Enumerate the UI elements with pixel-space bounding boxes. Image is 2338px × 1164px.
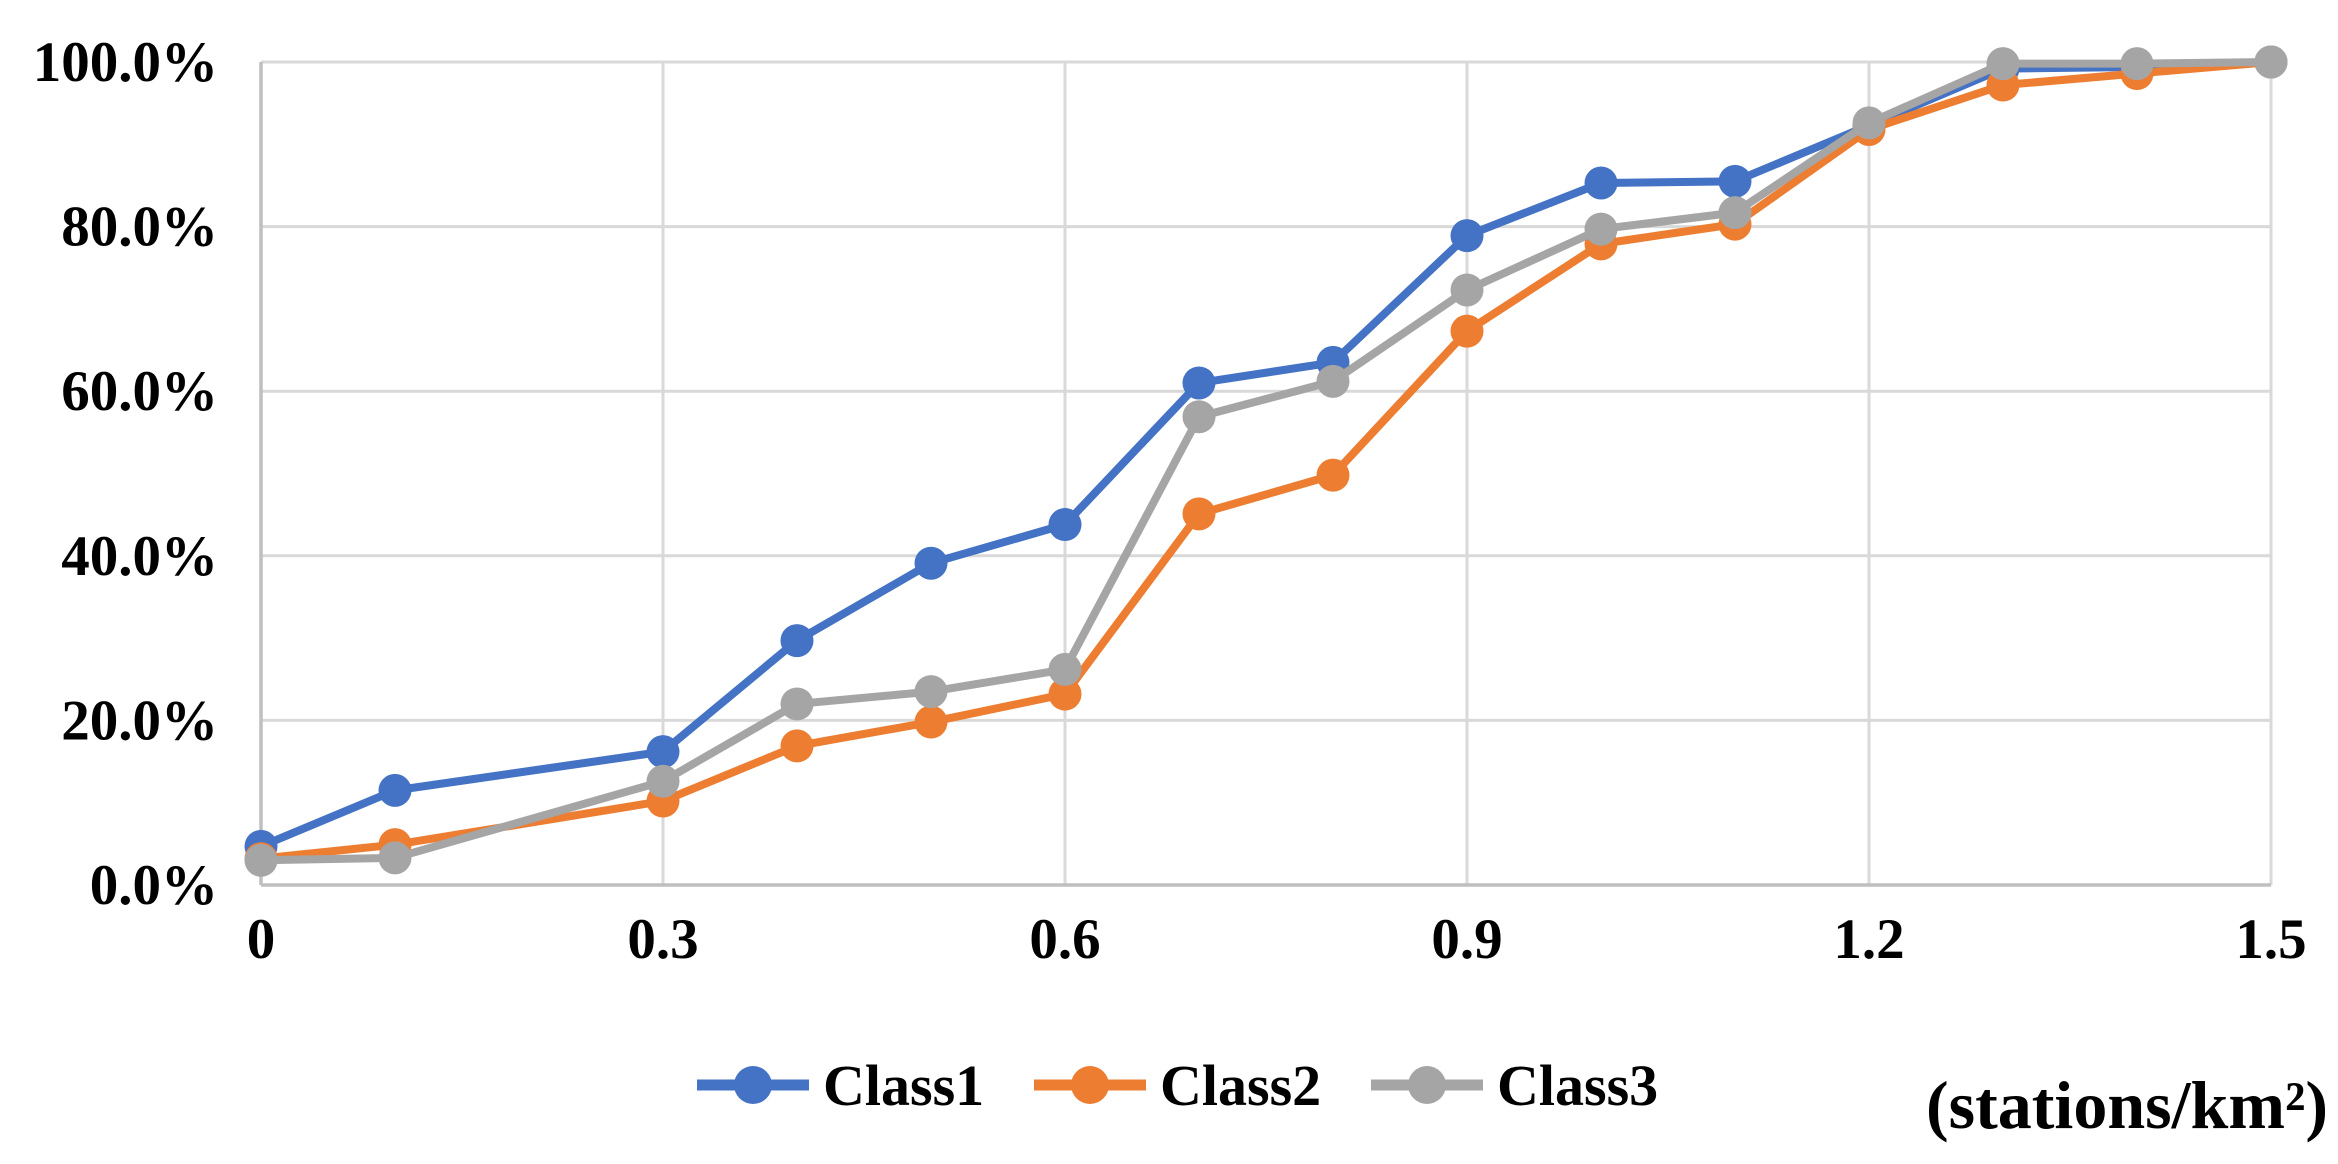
x-tick-label-1.5: 1.5 (2235, 908, 2306, 971)
data-point-class2-0.9 (1450, 314, 1484, 348)
data-point-class2-0.6 (1048, 677, 1082, 711)
x-tick-label-0.9: 0.9 (1431, 908, 1502, 971)
data-point-class1-0.5 (914, 546, 948, 580)
data-point-class3-1.2 (1852, 106, 1886, 140)
data-point-class3-0.3 (646, 764, 680, 798)
series-class3 (244, 45, 2288, 877)
x-axis-unit-label: (stations/km²) (1926, 1067, 2328, 1143)
data-point-class1-0.4 (780, 624, 814, 658)
data-point-class3-1.1 (1718, 196, 1752, 230)
y-tick-label-100: 100.0% (33, 31, 218, 94)
data-point-class1-0.3 (646, 735, 680, 769)
legend-label-class3: Class3 (1497, 1053, 1658, 1118)
data-point-class3-1.5 (2254, 45, 2288, 79)
data-point-class3-0.6 (1048, 652, 1082, 686)
series-class2 (244, 45, 2288, 876)
data-point-class1-0.9 (1450, 219, 1484, 253)
legend-marker-class1 (734, 1066, 772, 1104)
legend-label-class1: Class1 (823, 1053, 984, 1118)
series-line-class1 (257, 58, 2275, 851)
x-tick-label-0.6: 0.6 (1029, 908, 1100, 971)
data-point-class1-1 (1584, 166, 1618, 200)
data-point-class1-0.6 (1048, 508, 1082, 542)
x-tick-label-0: 0 (247, 908, 276, 971)
data-point-class2-0.8 (1316, 458, 1350, 492)
data-point-class3-1.4 (2120, 47, 2154, 81)
data-point-class3-0.9 (1450, 273, 1484, 307)
legend-item-class1: Class1 (697, 1053, 984, 1118)
legend: Class1 Class2 Class3 (697, 1053, 1658, 1118)
series-class1 (244, 45, 2288, 863)
series-line-class2 (257, 58, 2275, 863)
data-point-class2-0.5 (914, 705, 948, 739)
data-point-class3-0.4 (780, 687, 814, 721)
data-point-class1-1.1 (1718, 164, 1752, 198)
legend-label-class2: Class2 (1160, 1053, 1321, 1118)
data-point-class1-0.7 (1182, 366, 1216, 400)
legend-item-class3: Class3 (1371, 1053, 1658, 1118)
gridlines (259, 60, 2273, 887)
data-point-class1-0.1 (378, 773, 412, 807)
data-point-class3-0.1 (378, 841, 412, 875)
series-line-class3 (257, 58, 2275, 865)
legend-marker-class2 (1071, 1066, 1109, 1104)
y-tick-label-40: 40.0% (61, 525, 218, 588)
series-lines (244, 45, 2288, 877)
x-tick-label-0.3: 0.3 (627, 908, 698, 971)
legend-marker-class3 (1408, 1066, 1446, 1104)
y-tick-label-80: 80.0% (61, 196, 218, 259)
data-point-class3-0.8 (1316, 364, 1350, 398)
y-tick-label-20: 20.0% (61, 689, 218, 752)
data-point-class2-0.7 (1182, 497, 1216, 531)
x-tick-label-1.2: 1.2 (1833, 908, 1904, 971)
y-tick-label-60: 60.0% (61, 360, 218, 423)
data-point-class3-1 (1584, 212, 1618, 246)
data-point-class3-0.7 (1182, 400, 1216, 434)
axes (259, 62, 2271, 887)
data-point-class3-0 (244, 843, 278, 877)
y-axis-tick-labels: 0.0% 20.0% 40.0% 60.0% 80.0% 100.0% (33, 31, 218, 917)
data-point-class2-0.4 (780, 729, 814, 763)
x-axis-tick-labels: 0 0.3 0.6 0.9 1.2 1.5 (247, 908, 2307, 971)
legend-item-class2: Class2 (1034, 1053, 1321, 1118)
data-point-class3-0.5 (914, 675, 948, 709)
data-point-class3-1.3 (1986, 47, 2020, 81)
y-tick-label-0: 0.0% (90, 854, 218, 917)
